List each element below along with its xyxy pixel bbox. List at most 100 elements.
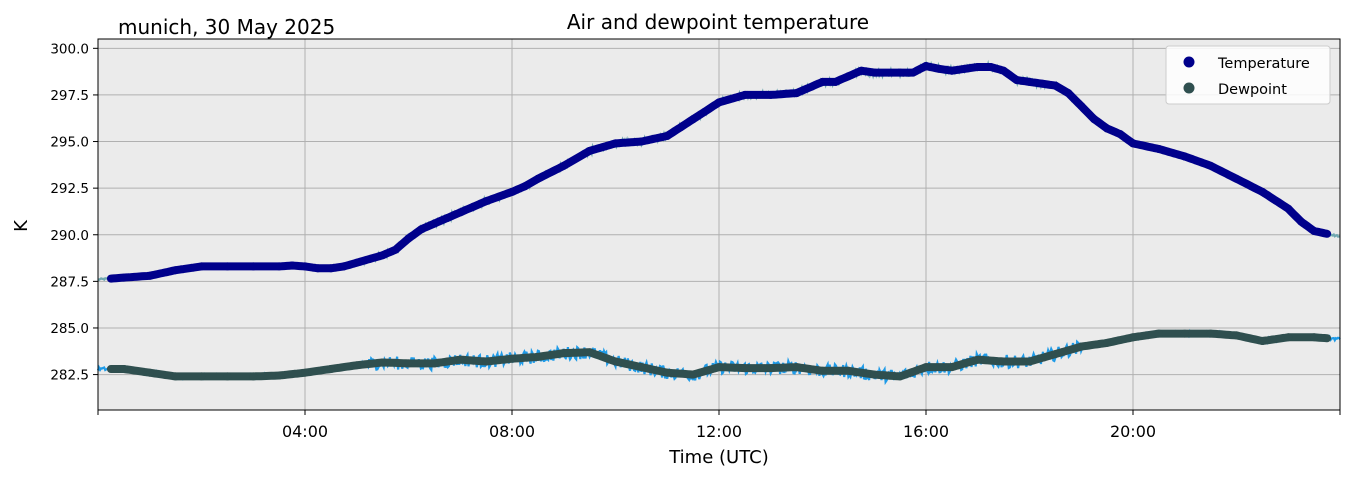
data-point-temperature bbox=[171, 266, 180, 275]
x-axis: 04:00 08:00 12:00 16:00 20:00 bbox=[97, 410, 1341, 441]
data-point-dewpoint bbox=[1129, 333, 1137, 342]
data-point-dewpoint bbox=[1103, 338, 1112, 347]
data-point-temperature bbox=[1038, 79, 1047, 88]
data-point-temperature bbox=[611, 139, 620, 148]
data-point-dewpoint bbox=[585, 348, 594, 357]
data-point-temperature bbox=[1129, 139, 1137, 148]
legend-marker-dewpoint bbox=[1183, 82, 1195, 94]
data-point-dewpoint bbox=[171, 372, 180, 381]
data-point-temperature bbox=[818, 77, 827, 86]
data-point-dewpoint bbox=[559, 349, 568, 358]
data-point-temperature bbox=[766, 90, 775, 99]
x-tick-label: 16:00 bbox=[903, 422, 949, 441]
data-point-temperature bbox=[922, 62, 930, 70]
data-point-dewpoint bbox=[1180, 329, 1189, 338]
data-point-temperature bbox=[870, 68, 879, 77]
data-point-dewpoint bbox=[1232, 331, 1241, 340]
data-point-temperature bbox=[223, 262, 232, 271]
data-point-temperature bbox=[249, 262, 258, 271]
data-point-temperature bbox=[559, 161, 568, 170]
data-point-temperature bbox=[934, 64, 943, 73]
data-point-dewpoint bbox=[973, 355, 982, 364]
data-point-temperature bbox=[339, 262, 348, 271]
data-point-temperature bbox=[145, 271, 154, 280]
data-point-temperature bbox=[715, 98, 723, 107]
data-point-temperature bbox=[844, 72, 853, 81]
data-point-dewpoint bbox=[223, 372, 232, 381]
data-point-temperature bbox=[1090, 115, 1099, 124]
y-tick-label: 295.0 bbox=[50, 135, 89, 151]
data-point-temperature bbox=[986, 63, 995, 71]
legend-marker-temperature bbox=[1183, 56, 1195, 68]
x-axis-label: Time (UTC) bbox=[668, 447, 769, 468]
data-point-dewpoint bbox=[818, 366, 827, 375]
data-point-dewpoint bbox=[404, 359, 413, 368]
data-point-dewpoint bbox=[1284, 333, 1293, 342]
data-point-dewpoint bbox=[301, 368, 309, 377]
data-point-temperature bbox=[1116, 130, 1125, 139]
data-point-dewpoint bbox=[844, 366, 853, 375]
marker-layer bbox=[106, 62, 1332, 381]
data-point-dewpoint bbox=[275, 371, 284, 380]
data-point-temperature bbox=[417, 225, 426, 234]
data-point-temperature bbox=[1077, 102, 1086, 111]
data-point-dewpoint bbox=[119, 365, 128, 373]
data-point-temperature bbox=[391, 245, 400, 254]
y-tick-label: 282.5 bbox=[50, 368, 89, 384]
legend: Temperature Dewpoint bbox=[1165, 45, 1331, 105]
data-point-dewpoint bbox=[533, 352, 542, 361]
data-point-dewpoint bbox=[663, 368, 672, 377]
data-point-temperature bbox=[857, 66, 866, 75]
data-point-temperature bbox=[909, 68, 918, 77]
data-point-temperature bbox=[275, 262, 284, 271]
y-axis: 282.5 285.0 287.5 290.0 292.5 295.0 297.5 300.0 bbox=[50, 41, 98, 384]
data-point-temperature bbox=[520, 182, 529, 191]
data-point-dewpoint bbox=[611, 357, 620, 366]
data-point-temperature bbox=[1206, 161, 1215, 170]
data-point-temperature bbox=[508, 187, 516, 196]
data-point-temperature bbox=[197, 262, 206, 271]
data-point-dewpoint bbox=[430, 359, 439, 368]
data-point-dewpoint bbox=[766, 364, 775, 373]
data-point-temperature bbox=[960, 64, 969, 73]
y-tick-label: 297.5 bbox=[50, 88, 89, 104]
x-tick-label: 20:00 bbox=[1110, 422, 1156, 441]
data-point-temperature bbox=[1258, 187, 1267, 196]
data-point-dewpoint bbox=[637, 363, 646, 372]
data-point-temperature bbox=[973, 63, 982, 71]
data-point-temperature bbox=[301, 262, 309, 271]
data-point-dewpoint bbox=[1310, 333, 1319, 342]
data-point-temperature bbox=[1232, 174, 1241, 183]
legend-label-temperature: Temperature bbox=[1217, 56, 1310, 72]
data-point-temperature bbox=[313, 264, 322, 273]
data-point-temperature bbox=[326, 264, 335, 273]
data-point-dewpoint bbox=[326, 365, 335, 373]
data-point-temperature bbox=[469, 202, 478, 211]
chart-title: Air and dewpoint temperature bbox=[567, 10, 869, 34]
data-point-dewpoint bbox=[947, 363, 956, 372]
data-point-dewpoint bbox=[1258, 337, 1267, 345]
data-point-dewpoint bbox=[456, 355, 465, 364]
data-point-temperature bbox=[896, 68, 905, 77]
chart-subtitle: munich, 30 May 2025 bbox=[118, 15, 335, 39]
data-point-temperature bbox=[1154, 145, 1163, 153]
data-point-dewpoint bbox=[197, 372, 206, 381]
data-point-dewpoint bbox=[999, 357, 1008, 366]
data-point-dewpoint bbox=[740, 364, 749, 373]
data-point-dewpoint bbox=[1025, 357, 1034, 366]
legend-box bbox=[1165, 45, 1331, 105]
data-point-dewpoint bbox=[870, 370, 879, 379]
data-point-dewpoint bbox=[689, 370, 698, 379]
data-point-dewpoint bbox=[482, 357, 491, 366]
data-point-temperature bbox=[585, 146, 594, 155]
data-point-temperature bbox=[456, 208, 465, 217]
data-point-temperature bbox=[1103, 124, 1112, 133]
data-point-temperature bbox=[689, 115, 698, 124]
data-point-dewpoint bbox=[1206, 329, 1215, 338]
data-point-dewpoint bbox=[792, 363, 801, 372]
data-point-dewpoint bbox=[922, 363, 930, 372]
data-point-temperature bbox=[378, 251, 387, 260]
data-point-temperature bbox=[482, 197, 491, 206]
data-point-temperature bbox=[1025, 77, 1034, 86]
